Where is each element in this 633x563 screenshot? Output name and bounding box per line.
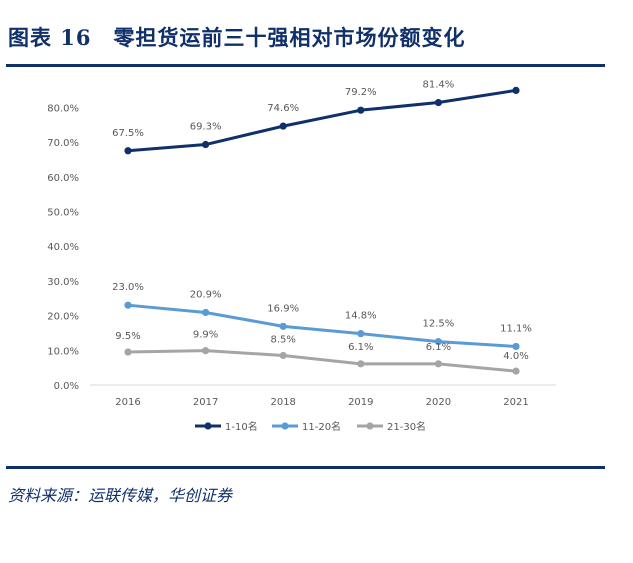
x-tick-label: 2018: [270, 397, 295, 408]
figure-title: 图表 16 零担货运前三十强相对市场份额变化: [8, 22, 466, 52]
data-label: 4.0%: [503, 351, 528, 362]
y-tick-label: 60.0%: [47, 173, 79, 184]
y-axis-ticks: 0.0% 10.0% 20.0% 30.0% 40.0% 50.0% 60.0% 70.0% 8…: [47, 80, 79, 392]
y-tick-label: 10.0%: [47, 346, 79, 357]
x-tick-label: 2017: [193, 397, 218, 408]
x-tick-label: 2019: [348, 397, 373, 408]
data-point: [124, 147, 131, 154]
data-point: [202, 347, 209, 354]
data-label: 16.9%: [267, 303, 299, 314]
data-point: [435, 360, 442, 367]
y-tick-label: 0.0%: [54, 381, 79, 392]
legend-swatch-marker: [204, 422, 211, 429]
data-label: 79.2%: [345, 87, 377, 98]
data-label: 69.3%: [190, 122, 222, 133]
data-label: 11.1%: [500, 323, 532, 334]
data-point: [280, 352, 287, 359]
data-label: 23.0%: [112, 282, 144, 293]
series-line: [128, 351, 516, 371]
series-line: [128, 90, 516, 150]
data-point: [357, 330, 364, 337]
data-label: 81.4%: [423, 80, 455, 91]
data-label: 6.1%: [348, 342, 373, 353]
x-tick-label: 2020: [426, 397, 451, 408]
y-tick-label: 70.0%: [47, 138, 79, 149]
legend-label: 1-10名: [225, 420, 258, 433]
top-rule: [6, 64, 605, 67]
data-point: [280, 123, 287, 130]
legend: 1-10名 11-20名 21-30名: [195, 420, 426, 433]
legend-item: 1-10名: [195, 420, 258, 433]
series-line: [128, 305, 516, 346]
series-1: 67.5%69.3%74.6%79.2%81.4%84.9%: [112, 80, 532, 154]
legend-swatch-marker: [366, 422, 373, 429]
legend-label: 21-30名: [387, 420, 426, 433]
data-label: 8.5%: [270, 335, 295, 346]
legend-swatch-marker: [281, 422, 288, 429]
x-tick-label: 2021: [503, 397, 528, 408]
series-layer: 67.5%69.3%74.6%79.2%81.4%84.9%23.0%20.9%…: [112, 80, 532, 375]
line-chart: 0.0% 10.0% 20.0% 30.0% 40.0% 50.0% 60.0% 70.0% 8…: [0, 80, 633, 450]
x-tick-label: 2016: [115, 397, 140, 408]
data-point: [512, 343, 519, 350]
data-label: 74.6%: [267, 103, 299, 114]
legend-label: 11-20名: [302, 420, 341, 433]
data-point: [202, 309, 209, 316]
data-label: 9.5%: [115, 331, 140, 342]
data-point: [357, 360, 364, 367]
data-point: [202, 141, 209, 148]
data-point: [435, 99, 442, 106]
y-tick-label: 20.0%: [47, 312, 79, 323]
data-label: 9.9%: [193, 330, 218, 341]
data-label: 6.1%: [426, 342, 451, 353]
series-3: 9.5% 9.9% 8.5% 6.1% 6.1% 4.0%: [115, 330, 528, 375]
y-tick-label: 40.0%: [47, 242, 79, 253]
data-point: [512, 368, 519, 375]
legend-item: 11-20名: [272, 420, 341, 433]
y-tick-label: 50.0%: [47, 208, 79, 219]
y-tick-label: 80.0%: [47, 103, 79, 114]
legend-item: 21-30名: [357, 420, 426, 433]
bottom-rule: [6, 466, 605, 469]
source-note: 资料来源：运联传媒，华创证券: [8, 482, 232, 506]
data-label: 20.9%: [190, 289, 222, 300]
data-point: [512, 87, 519, 94]
data-label: 12.5%: [423, 319, 455, 330]
data-point: [280, 323, 287, 330]
data-label: 14.8%: [345, 311, 377, 322]
series-2: 23.0% 20.9% 16.9% 14.8% 12.5% 11.1%: [112, 282, 532, 350]
x-axis-ticks: 2016 2017 2018 2019 2020 2021: [115, 397, 528, 408]
y-tick-label: 30.0%: [47, 277, 79, 288]
data-point: [124, 348, 131, 355]
data-point: [124, 302, 131, 309]
data-point: [357, 107, 364, 114]
data-label: 67.5%: [112, 128, 144, 139]
